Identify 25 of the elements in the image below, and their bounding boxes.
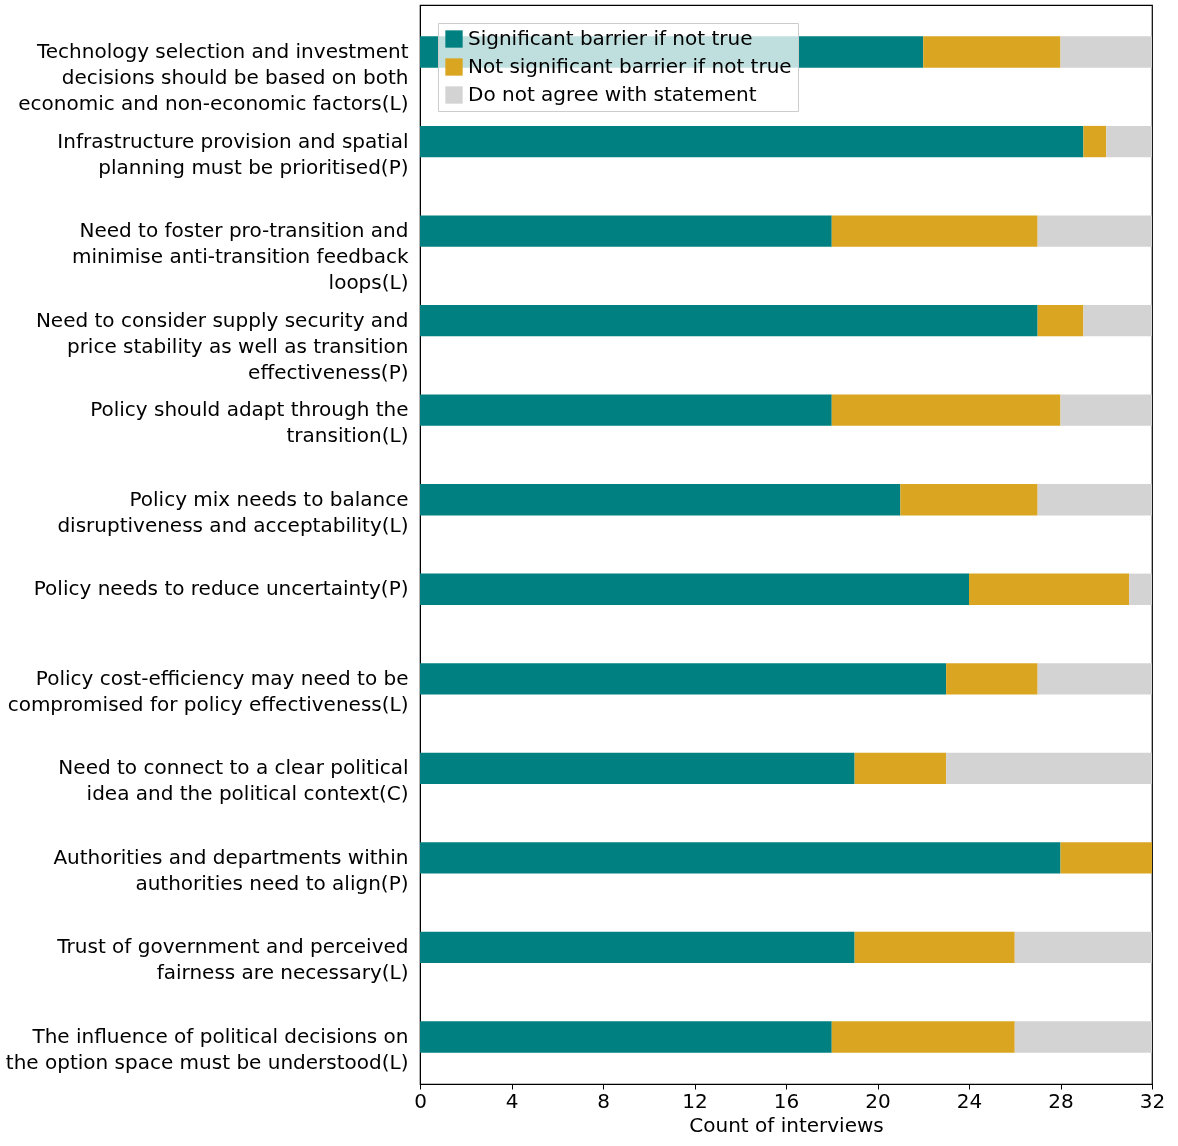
- x-tick-label: 16: [773, 1088, 800, 1113]
- y-tick-label: Policy needs to reduce uncertainty(P): [33, 576, 409, 601]
- y-tick-label: The influence of political decisions on the option space must be understood(L): [5, 1023, 409, 1074]
- x-tick-label: 8: [597, 1088, 610, 1113]
- y-tick-label: Infrastructure provision and spatial planning must be prioritised(P): [57, 128, 409, 179]
- y-tick-label: Need to connect to a clear political idea and the political context(C): [58, 755, 409, 806]
- y-tick-label: Policy cost-efficiency may need to be compromised for policy effectiveness(L): [7, 665, 409, 716]
- legend-label: Significant barrier if not true: [468, 26, 753, 50]
- y-tick-label: Need to consider supply security and price stability as well as transition effectiveness(P): [35, 307, 409, 384]
- x-tick-label: 0: [414, 1088, 427, 1113]
- y-tick-label: Trust of government and perceived fairness are necessary(L): [56, 934, 409, 985]
- x-tick-label: 12: [682, 1088, 708, 1113]
- y-tick-label: Policy mix needs to balance disruptiveness and acceptability(L): [57, 486, 409, 537]
- x-tick-label: 32: [1139, 1088, 1166, 1113]
- y-tick-label: Need to foster pro-transition and minimise anti-transition feedback loops(L): [72, 218, 409, 295]
- x-tick-label: 20: [865, 1088, 891, 1113]
- y-tick-label: Technology selection and investment decisions should be based on both economic and non-economic factors(L): [18, 39, 409, 116]
- x-tick-label: 4: [505, 1088, 519, 1113]
- x-tick-label: 24: [956, 1088, 983, 1113]
- y-tick-label: Policy should adapt through the transition(L): [90, 397, 409, 448]
- x-tick-label: 28: [1048, 1088, 1074, 1113]
- legend-label: Not significant barrier if not true: [468, 54, 792, 78]
- legend-label: Do not agree with statement: [468, 82, 757, 106]
- x-axis-title: Count of interviews: [689, 1112, 884, 1137]
- y-tick-label: Authorities and departments within authorities need to align(P): [53, 844, 409, 895]
